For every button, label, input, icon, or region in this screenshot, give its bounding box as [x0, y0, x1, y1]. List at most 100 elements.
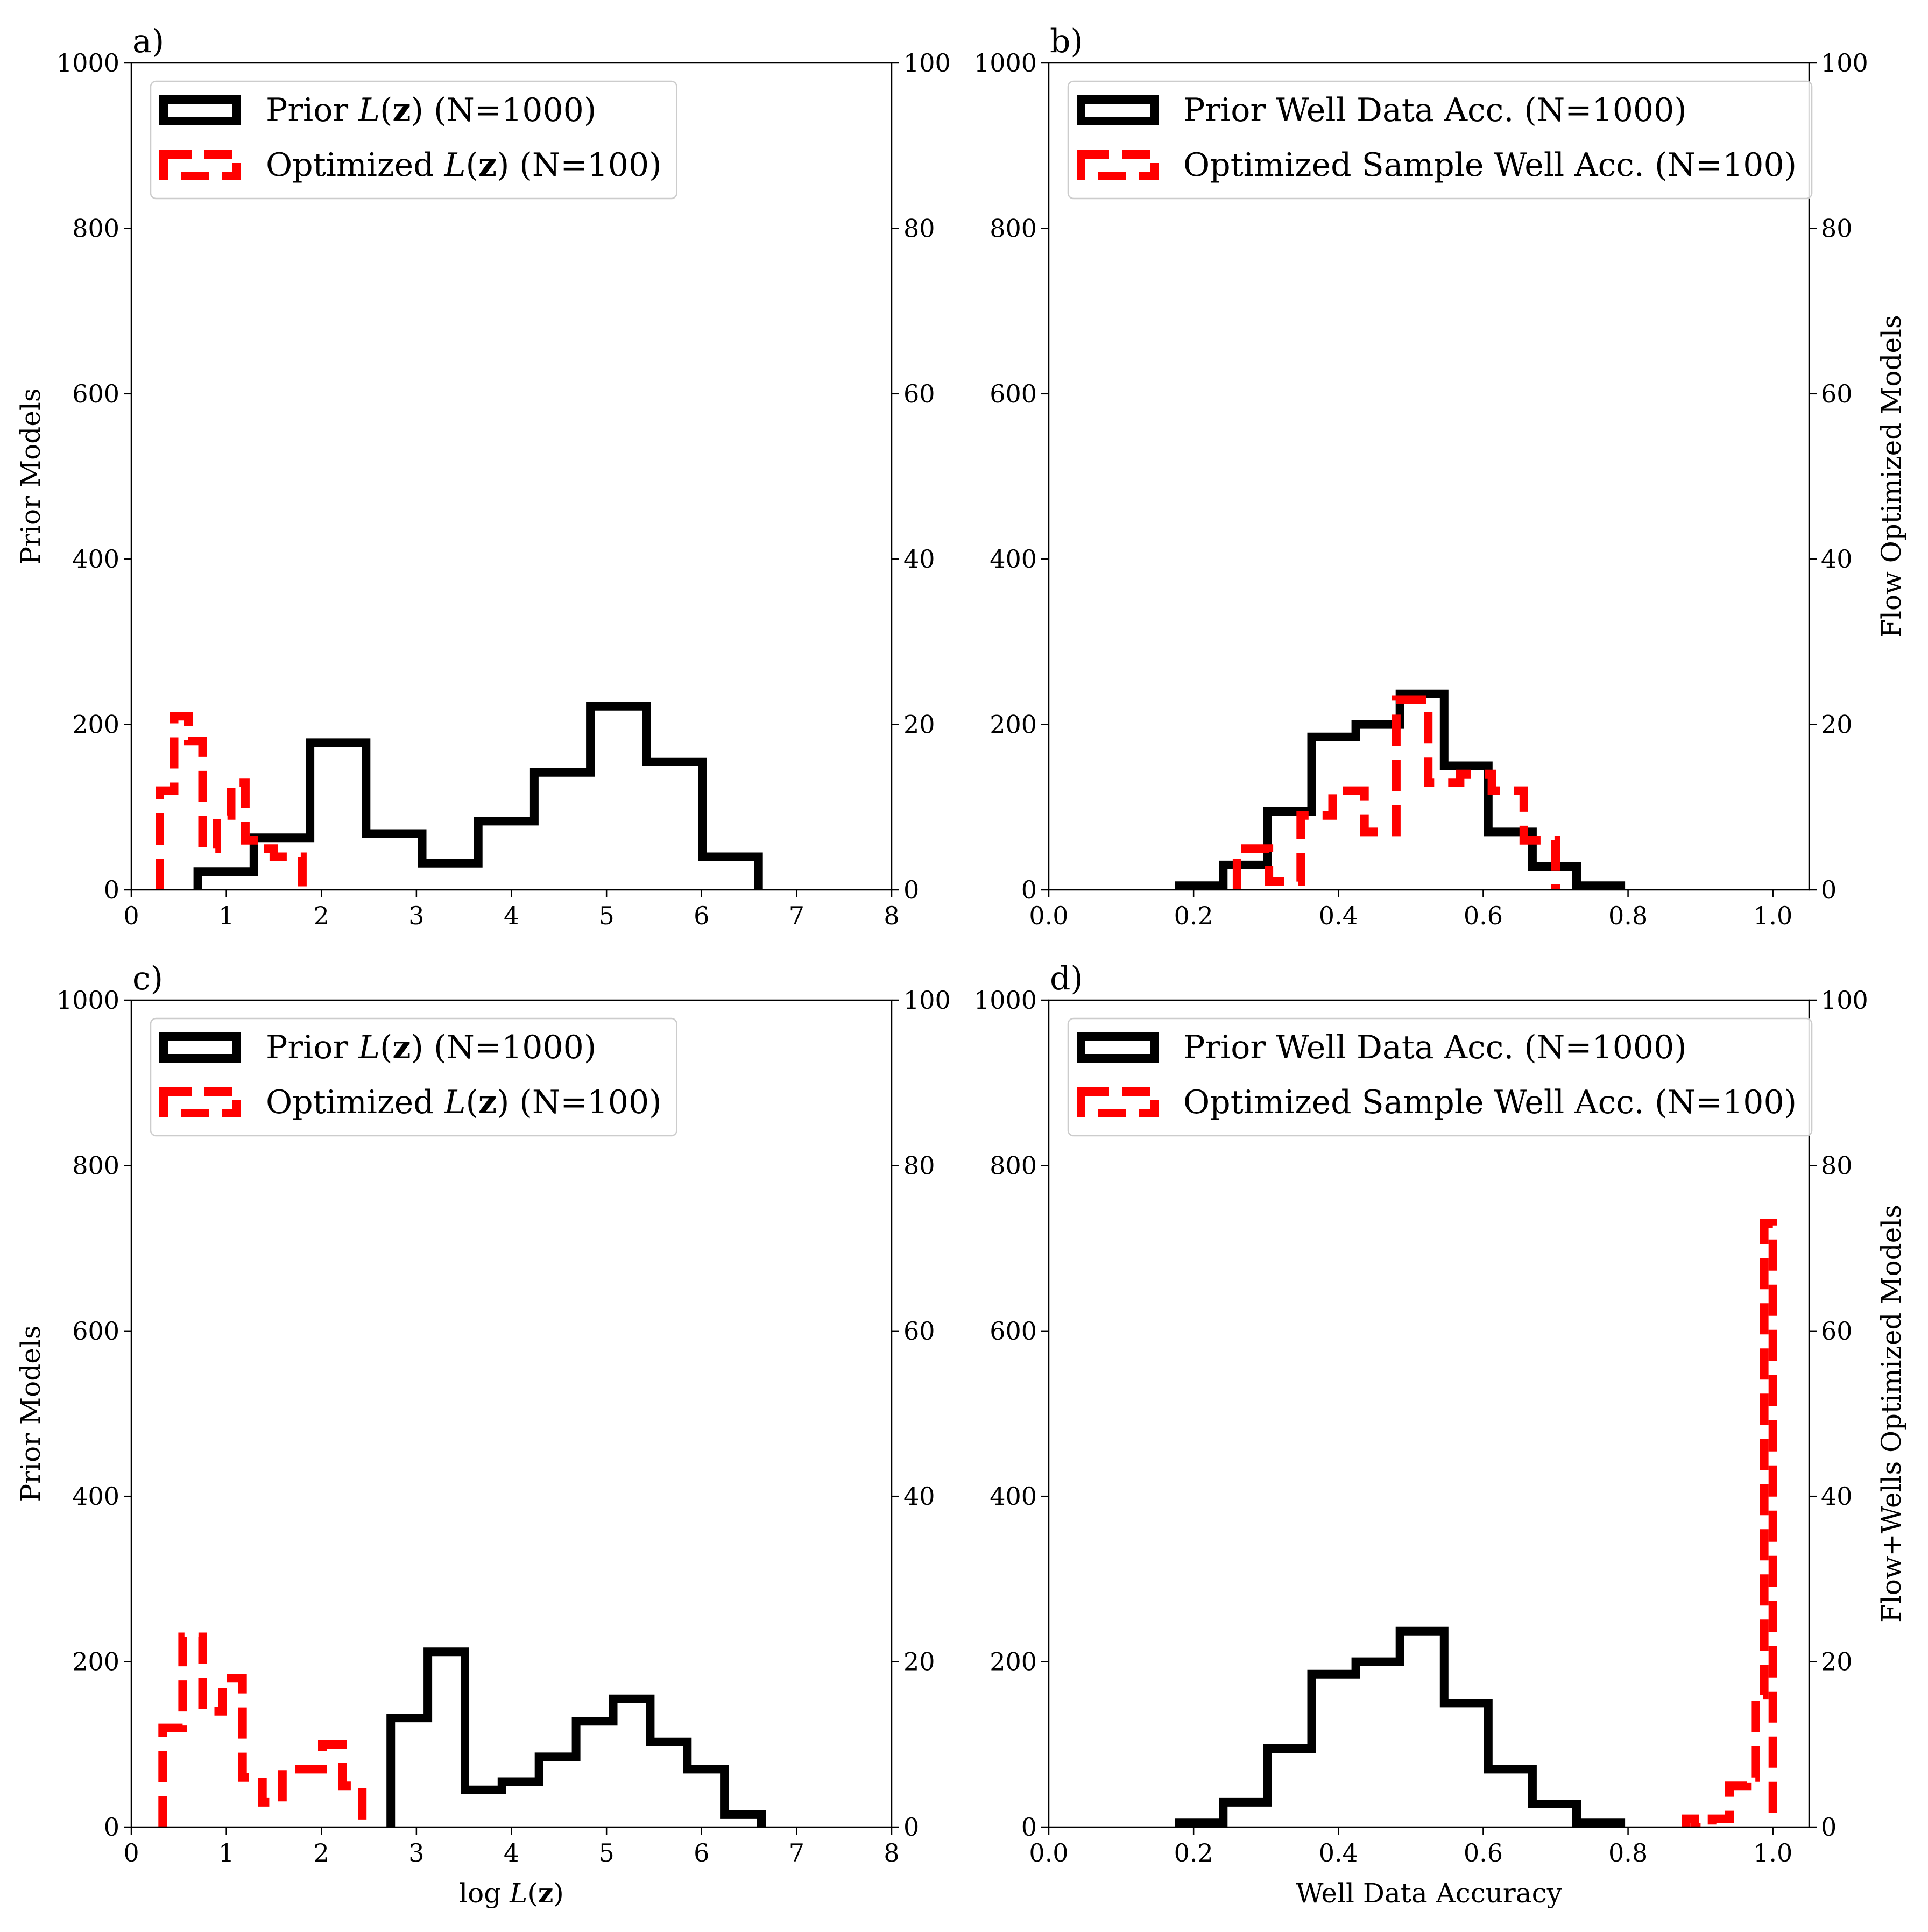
x-tick-label: 6 [694, 1838, 709, 1867]
y-right-tick-label: 40 [1821, 544, 1853, 574]
y-tick-label: 0 [1021, 1813, 1037, 1842]
y-right-tick-label: 100 [1821, 986, 1868, 1015]
legend-swatch-1 [159, 1087, 241, 1117]
y-right-tick-label: 0 [903, 875, 919, 904]
legend-entry-1: Optimized Sample Well Acc. (N=100) [1183, 1084, 1797, 1121]
x-tick-label: 1.0 [1753, 901, 1792, 930]
y-right-tick-label: 40 [903, 1482, 935, 1511]
axes-frame [1048, 999, 1810, 1828]
histogram-series-1 [158, 1632, 367, 1827]
legend-swatch-1 [1077, 150, 1159, 180]
histogram-series-0 [386, 1647, 766, 1827]
legend: Prior Well Data Acc. (N=1000) Optimized S… [1067, 80, 1813, 200]
y-right-tick-label: 0 [1821, 875, 1837, 904]
plot-area [1175, 689, 1626, 890]
x-tick-label: 0.4 [1319, 1838, 1358, 1867]
legend-entry-0: Prior Well Data Acc. (N=1000) [1183, 1029, 1687, 1066]
y-tick-label: 600 [990, 1317, 1037, 1346]
legend-entry-0: Prior L(z) (N=1000) [266, 91, 596, 129]
plot-area [158, 1632, 766, 1827]
legend-entry-1: Optimized L(z) (N=100) [266, 146, 662, 184]
y-right-tick-label: 0 [903, 1813, 919, 1842]
y-tick-label: 400 [990, 1482, 1037, 1511]
legend-swatch-0 [159, 95, 241, 125]
x-tick-label: 4 [504, 901, 519, 930]
y-tick-label: 200 [990, 710, 1037, 739]
x-tick-label: 7 [789, 901, 804, 930]
y-tick-label: 400 [72, 1482, 119, 1511]
y-right-tick-label: 60 [903, 1317, 935, 1346]
y-tick-label: 400 [990, 544, 1037, 574]
plot-area [1175, 1219, 1777, 1827]
y-tick-label: 1000 [57, 986, 119, 1015]
x-tick-label: 7 [789, 1838, 804, 1867]
y-right-tick-label: 80 [1821, 1151, 1853, 1180]
y-tick-label: 600 [72, 379, 119, 408]
y-right-tick-label: 80 [903, 1151, 935, 1180]
plot-area [156, 702, 763, 890]
x-tick-label: 4 [504, 1838, 519, 1867]
x-tick-label: 0 [123, 901, 139, 930]
y-right-tick-label: 100 [1821, 48, 1868, 77]
legend-entry-1: Optimized L(z) (N=100) [266, 1084, 662, 1121]
y-tick-label: 600 [990, 379, 1037, 408]
y-tick-label: 200 [72, 1647, 119, 1676]
y-tick-label: 1000 [974, 986, 1037, 1015]
x-tick-label: 5 [598, 901, 614, 930]
x-tick-label: 0.0 [1029, 901, 1068, 930]
x-tick-label: 0.0 [1029, 1838, 1068, 1867]
legend-entry-0: Prior L(z) (N=1000) [266, 1029, 596, 1066]
y-right-tick-label: 40 [903, 544, 935, 574]
chart-panel-a: 0 1 2 3 4 5 6 7 802004006008001000020406080100a)… [15, 23, 951, 930]
legend-swatch-1 [1077, 1087, 1159, 1117]
y-axis-label: Prior Models [15, 1326, 46, 1502]
y-tick-label: 800 [990, 1151, 1037, 1180]
y-right-tick-label: 20 [1821, 710, 1853, 739]
y-right-tick-label: 0 [1821, 1813, 1837, 1842]
axes-frame [1048, 62, 1810, 891]
y-tick-label: 200 [990, 1647, 1037, 1676]
y-right-tick-label: 80 [903, 214, 935, 243]
x-tick-label: 3 [408, 1838, 424, 1867]
y-right-tick-label: 100 [903, 986, 951, 1015]
y-right-tick-label: 20 [1821, 1647, 1853, 1676]
y-tick-label: 0 [104, 875, 119, 904]
x-tick-label: 0.4 [1319, 901, 1358, 930]
x-tick-label: 1 [218, 901, 234, 930]
histogram-series-1 [156, 712, 307, 890]
x-tick-label: 8 [884, 901, 899, 930]
y-tick-label: 0 [104, 1813, 119, 1842]
y-tick-label: 800 [72, 214, 119, 243]
x-tick-label: 0 [123, 1838, 139, 1867]
y-right-tick-label: 60 [1821, 379, 1853, 408]
chart-panel-c: 0 1 2 3 4 5 6 7 802004006008001000020406080100c)… [15, 960, 951, 1909]
y-right-tick-label: 40 [1821, 1482, 1853, 1511]
y-right-tick-label: 20 [903, 1647, 935, 1676]
y-axis-label: Prior Models [15, 388, 46, 565]
y-tick-label: 200 [72, 710, 119, 739]
x-tick-label: 6 [694, 901, 709, 930]
x-tick-label: 3 [408, 901, 424, 930]
x-tick-label: 5 [598, 1838, 614, 1867]
legend-box [1067, 1017, 1813, 1137]
y-tick-label: 0 [1021, 875, 1037, 904]
y-tick-label: 1000 [57, 48, 119, 77]
y-right-tick-label: 100 [903, 48, 951, 77]
y-tick-label: 400 [72, 544, 119, 574]
histogram-series-0 [193, 702, 763, 890]
x-axis-label: Well Data Accuracy [1296, 1878, 1563, 1909]
y-right-tick-label: 20 [903, 710, 935, 739]
legend: Prior L(z) (N=1000) Optimized L(z) (N=100… [150, 80, 677, 200]
x-tick-label: 0.6 [1464, 1838, 1503, 1867]
y-right-axis-label: Flow Optimized Models [1876, 315, 1907, 638]
x-tick-label: 0.6 [1464, 901, 1503, 930]
histogram-series-1 [1232, 695, 1560, 890]
legend-entry-1: Optimized Sample Well Acc. (N=100) [1183, 146, 1797, 184]
x-tick-label: 8 [884, 1838, 899, 1867]
chart-panel-d: 0.0 0.2 0.4 0.6 0.8 1.0 0 200 400 600 800 1000 0 20 40… [974, 960, 1907, 1909]
legend-swatch-0 [1077, 95, 1159, 125]
y-right-tick-label: 80 [1821, 214, 1853, 243]
x-axis-label: log L(z) [459, 1877, 564, 1909]
